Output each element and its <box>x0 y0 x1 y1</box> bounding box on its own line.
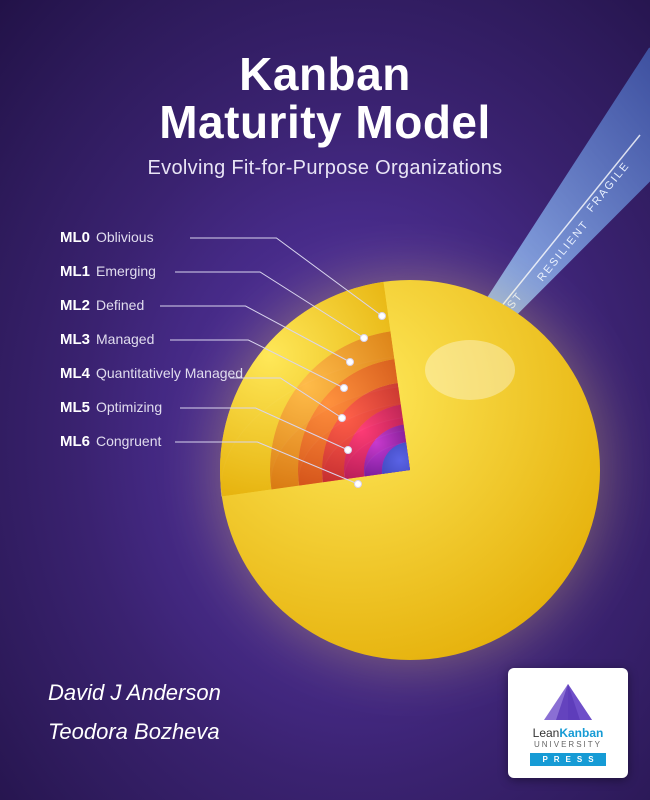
level-name: Congruent <box>96 433 161 449</box>
publisher-accent: Kanban <box>559 726 603 740</box>
level-ml2: ML2 Defined <box>60 293 243 317</box>
level-name: Quantitatively Managed <box>96 365 243 381</box>
level-name: Optimizing <box>96 399 162 415</box>
author-2: Teodora Bozheva <box>48 712 221 752</box>
level-ml0: ML0 Oblivious <box>60 225 243 249</box>
publisher-line2: UNIVERSITY <box>534 740 602 749</box>
level-ml4: ML4 Quantitatively Managed <box>60 361 243 385</box>
level-ml6: ML6 Congruent <box>60 429 243 453</box>
author-1: David J Anderson <box>48 673 221 713</box>
publisher-logo-icon <box>538 680 598 724</box>
level-code: ML4 <box>60 365 90 382</box>
level-name: Oblivious <box>96 229 154 245</box>
level-code: ML0 <box>60 229 90 246</box>
level-ml1: ML1 Emerging <box>60 259 243 283</box>
level-name: Defined <box>96 297 144 313</box>
level-code: ML2 <box>60 297 90 314</box>
publisher-prefix: Lean <box>533 726 560 740</box>
level-ml5: ML5 Optimizing <box>60 395 243 419</box>
level-ml3: ML3 Managed <box>60 327 243 351</box>
level-code: ML5 <box>60 399 90 416</box>
authors: David J Anderson Teodora Bozheva <box>48 673 221 752</box>
publisher-badge: LeanKanban UNIVERSITY PRESS <box>508 668 628 778</box>
maturity-levels-list: ML0 Oblivious ML1 Emerging ML2 Defined ML3 Mana… <box>60 225 243 463</box>
level-code: ML3 <box>60 331 90 348</box>
level-name: Emerging <box>96 263 156 279</box>
level-code: ML6 <box>60 433 90 450</box>
level-code: ML1 <box>60 263 90 280</box>
level-name: Managed <box>96 331 154 347</box>
publisher-name: LeanKanban <box>533 726 604 740</box>
book-cover: Kanban Maturity Model Evolving Fit-for-P… <box>0 0 650 800</box>
publisher-press-bar: PRESS <box>530 753 605 766</box>
